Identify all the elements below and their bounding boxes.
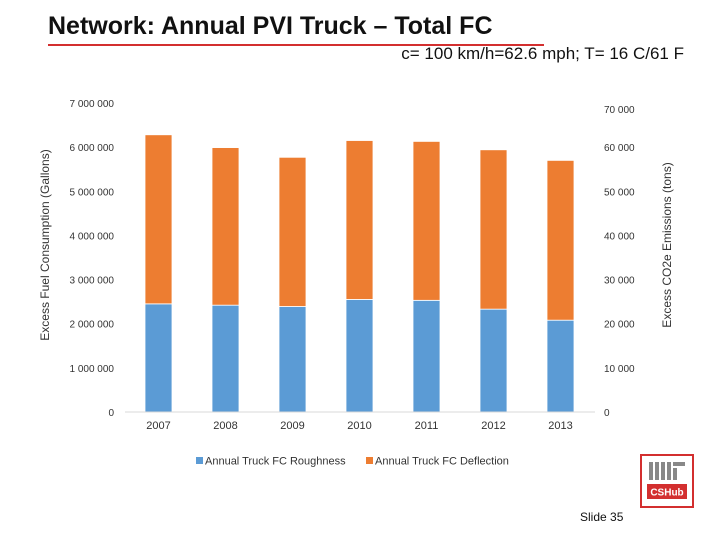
bar-roughness-2012 <box>479 308 508 413</box>
y2-tick-label: 10 000 <box>604 364 635 375</box>
bar-roughness-2008 <box>211 304 240 413</box>
y2-tick-label: 50 000 <box>604 187 635 198</box>
bar-roughness-2013 <box>546 319 575 413</box>
y-tick-label: 0 <box>108 408 114 419</box>
bar-deflection-2011 <box>412 141 441 301</box>
x-tick-label: 2011 <box>415 420 439 432</box>
slide-subtitle: c= 100 km/h=62.6 mph; T= 16 C/61 F <box>401 44 684 63</box>
legend-label-deflection: Annual Truck FC Deflection <box>375 456 509 468</box>
x-axis-ticks: 2007 2008 2009 2010 2011 2012 2013 <box>146 420 572 432</box>
bar-deflection-2007 <box>144 134 173 305</box>
x-tick-label: 2009 <box>280 420 304 432</box>
y-tick-label: 2 000 000 <box>70 320 115 331</box>
slide-label: Slide <box>580 510 607 524</box>
slide-title: Network: Annual PVI Truck – Total FC <box>48 12 493 40</box>
y2-tick-label: 30 000 <box>604 276 635 287</box>
title-underline <box>48 44 544 46</box>
bar-deflection-2010 <box>345 140 374 300</box>
y2-tick-label: 0 <box>604 408 610 419</box>
bar-roughness-2009 <box>278 306 307 413</box>
y-tick-label: 3 000 000 <box>70 276 115 287</box>
bar-deflection-2008 <box>211 147 240 306</box>
logo-text: CSHub <box>650 488 683 499</box>
y2-tick-label: 40 000 <box>604 231 635 242</box>
y-tick-label: 5 000 000 <box>70 187 115 198</box>
slide-number: Slide 35 <box>580 510 623 524</box>
bars <box>144 134 575 413</box>
legend-swatch-deflection <box>366 457 373 464</box>
y2-axis-ticks: 0 10 000 20 000 30 000 40 000 50 000 60 000 70 … <box>604 105 635 419</box>
y-tick-label: 1 000 000 <box>70 364 115 375</box>
y-axis-label: Excess Fuel Consumption (Gallons) <box>38 149 52 340</box>
x-tick-label: 2010 <box>347 420 371 432</box>
y2-tick-label: 20 000 <box>604 320 635 331</box>
legend-label-roughness: Annual Truck FC Roughness <box>205 456 346 468</box>
x-tick-label: 2008 <box>213 420 237 432</box>
y-tick-label: 6 000 000 <box>70 143 115 154</box>
bar-roughness-2007 <box>144 303 173 413</box>
bar-roughness-2010 <box>345 299 374 413</box>
y2-axis-label: Excess CO2e Emissions (tons) <box>660 162 674 327</box>
x-tick-label: 2013 <box>548 420 572 432</box>
bar-deflection-2013 <box>546 159 575 321</box>
bar-roughness-2011 <box>412 299 441 413</box>
y-tick-label: 7 000 000 <box>70 99 115 110</box>
y-tick-label: 4 000 000 <box>70 231 115 242</box>
legend-swatch-roughness <box>196 457 203 464</box>
cshub-logo: CSHub <box>640 454 694 508</box>
x-tick-label: 2007 <box>146 420 170 432</box>
bar-deflection-2009 <box>278 156 307 307</box>
slide-number-value: 35 <box>610 510 624 524</box>
stacked-bar-chart: 0 1 000 000 2 000 000 3 000 000 4 000 000 5 0… <box>38 99 674 468</box>
y2-tick-label: 60 000 <box>604 143 635 154</box>
x-tick-label: 2012 <box>481 420 505 432</box>
y2-tick-label: 70 000 <box>604 105 635 116</box>
y-axis-ticks: 0 1 000 000 2 000 000 3 000 000 4 000 000 5 0… <box>70 99 115 419</box>
legend: Annual Truck FC Roughness Annual Truck FC… <box>196 456 509 468</box>
bar-deflection-2012 <box>479 149 508 310</box>
